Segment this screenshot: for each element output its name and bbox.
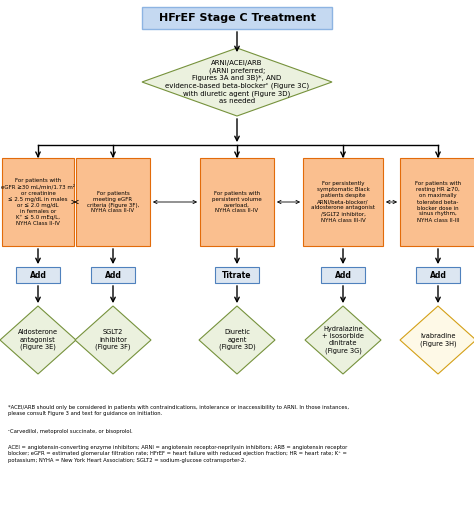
- Text: Diuretic
agent
(Figure 3D): Diuretic agent (Figure 3D): [219, 329, 255, 351]
- Text: *ACEI/ARB should only be considered in patients with contraindications, intolera: *ACEI/ARB should only be considered in p…: [8, 405, 349, 416]
- Text: For persistently
symptomatic Black
patients despite
ARNI/beta-blocker/
aldostero: For persistently symptomatic Black patie…: [311, 181, 375, 222]
- Text: HFrEF Stage C Treatment: HFrEF Stage C Treatment: [159, 13, 315, 23]
- Text: ᶜCarvedilol, metoprolol succinate, or bisoprolol.: ᶜCarvedilol, metoprolol succinate, or bi…: [8, 429, 133, 434]
- FancyBboxPatch shape: [16, 267, 60, 283]
- FancyBboxPatch shape: [2, 158, 74, 246]
- FancyBboxPatch shape: [142, 7, 332, 29]
- Polygon shape: [0, 306, 76, 374]
- FancyBboxPatch shape: [200, 158, 274, 246]
- Text: SGLT2
inhibitor
(Figure 3F): SGLT2 inhibitor (Figure 3F): [95, 329, 131, 351]
- Polygon shape: [400, 306, 474, 374]
- FancyBboxPatch shape: [215, 267, 259, 283]
- Polygon shape: [142, 48, 332, 116]
- Text: Add: Add: [335, 270, 351, 279]
- FancyBboxPatch shape: [416, 267, 460, 283]
- FancyBboxPatch shape: [76, 158, 150, 246]
- Text: For patients with
persistent volume
overload,
NYHA class II-IV: For patients with persistent volume over…: [212, 191, 262, 214]
- Text: Hydralazine
+ isosorbide
dinitrate
(Figure 3G): Hydralazine + isosorbide dinitrate (Figu…: [322, 326, 364, 354]
- FancyBboxPatch shape: [321, 267, 365, 283]
- Polygon shape: [305, 306, 381, 374]
- Text: Add: Add: [29, 270, 46, 279]
- Text: Add: Add: [429, 270, 447, 279]
- FancyBboxPatch shape: [303, 158, 383, 246]
- FancyBboxPatch shape: [91, 267, 135, 283]
- Polygon shape: [199, 306, 275, 374]
- Text: For patients
meeting eGFR
criteria (Figure 3F),
NYHA class II-IV: For patients meeting eGFR criteria (Figu…: [87, 191, 139, 214]
- Text: For patients with
resting HR ≥70,
on maximally
tolerated beta-
blocker dose in
s: For patients with resting HR ≥70, on max…: [415, 181, 461, 222]
- Text: ARNI/ACEI/ARB
(ARNI preferred;
Figures 3A and 3B)*, AND
evidence-based beta-bloc: ARNI/ACEI/ARB (ARNI preferred; Figures 3…: [165, 60, 309, 104]
- Text: ACEI = angiotensin-converting enzyme inhibitors; ARNI = angiotensin receptor-nep: ACEI = angiotensin-converting enzyme inh…: [8, 445, 347, 463]
- Text: Ivabradine
(Figure 3H): Ivabradine (Figure 3H): [419, 333, 456, 347]
- Text: For patients with
eGFR ≥30 mL/min/1.73 m²
or creatinine
≤ 2.5 mg/dL in males
or : For patients with eGFR ≥30 mL/min/1.73 m…: [1, 178, 75, 226]
- Text: Aldosterone
antagonist
(Figure 3E): Aldosterone antagonist (Figure 3E): [18, 329, 58, 351]
- Text: Add: Add: [105, 270, 121, 279]
- Polygon shape: [75, 306, 151, 374]
- FancyBboxPatch shape: [400, 158, 474, 246]
- Text: Titrate: Titrate: [222, 270, 252, 279]
